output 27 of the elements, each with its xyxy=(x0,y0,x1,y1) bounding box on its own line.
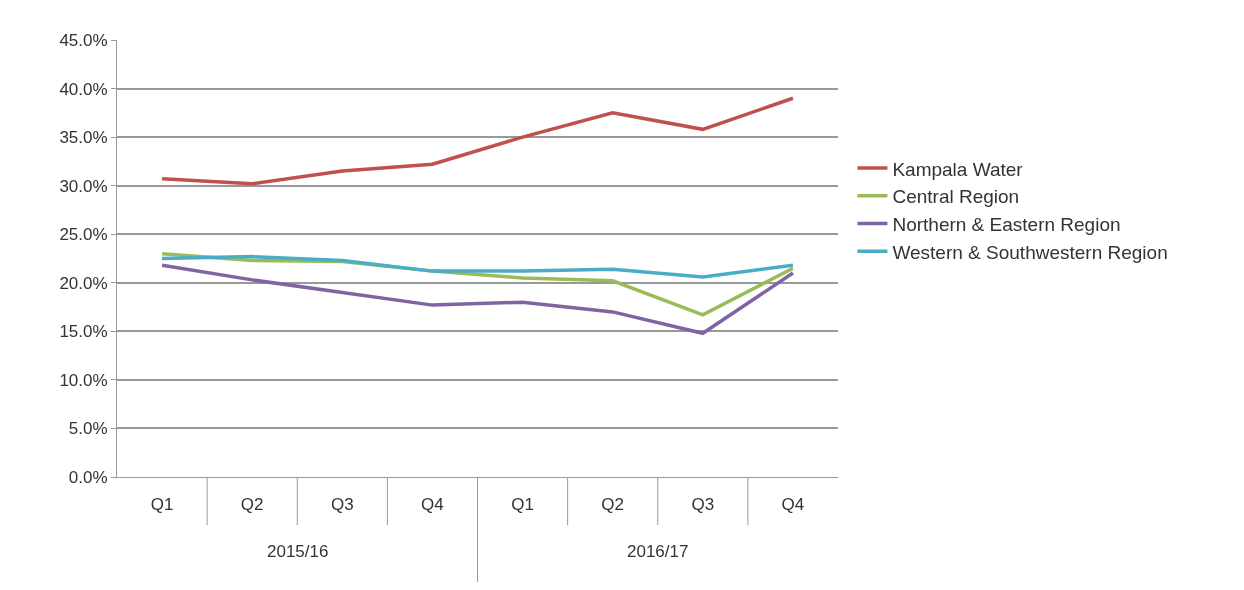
x-tick-label: Q2 xyxy=(601,495,625,515)
text: 2016/17 xyxy=(627,542,689,561)
line-series xyxy=(160,263,795,336)
x-tick-label: Q4 xyxy=(421,495,444,515)
y-tick-label: 25.0% xyxy=(59,225,108,245)
legend-label: Western & Southwestern Region xyxy=(892,241,1168,263)
y-tick-label: 45.0% xyxy=(59,30,108,50)
x-tick-label: Q1 xyxy=(150,495,174,515)
legend-label: Northern & Eastern Region xyxy=(892,213,1121,235)
text: 2015/16 xyxy=(267,542,329,561)
x-tick-label: Q3 xyxy=(330,495,354,515)
y-tick-label: 20.0% xyxy=(59,273,108,293)
x-tick-label: Q4 xyxy=(781,495,805,515)
x-tick-label: Q2 xyxy=(240,495,264,515)
y-tick-label: 10.0% xyxy=(59,370,108,390)
line-series xyxy=(160,254,795,279)
legend-label: Central Region xyxy=(892,186,1020,208)
y-tick-label: 35.0% xyxy=(59,128,108,148)
y-tick-label: 0.0% xyxy=(68,467,108,487)
y-tick-label: 30.0% xyxy=(59,176,108,196)
x-tick-label: Q3 xyxy=(691,495,715,515)
legend-label: Kampala Water xyxy=(892,158,1024,180)
y-tick-label: 5.0% xyxy=(68,419,108,439)
line-series xyxy=(160,96,795,186)
y-tick-label: 15.0% xyxy=(59,322,108,342)
x-tick-label: Q1 xyxy=(511,495,534,515)
y-tick-label: 40.0% xyxy=(59,79,108,99)
